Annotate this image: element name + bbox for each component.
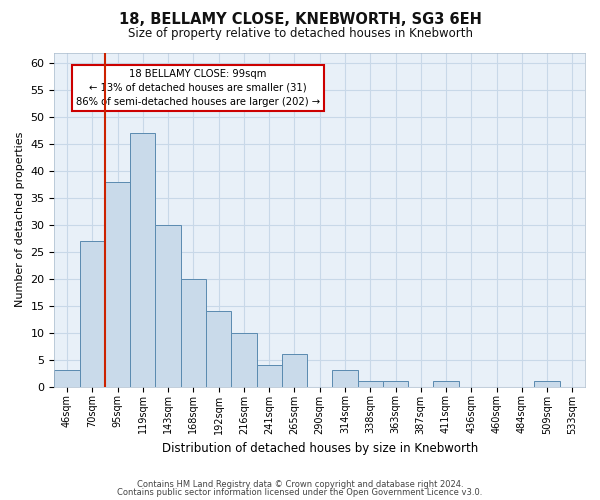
- Bar: [282, 354, 307, 386]
- X-axis label: Distribution of detached houses by size in Knebworth: Distribution of detached houses by size …: [161, 442, 478, 455]
- Bar: [433, 382, 458, 386]
- Text: 18 BELLAMY CLOSE: 99sqm
← 13% of detached houses are smaller (31)
86% of semi-de: 18 BELLAMY CLOSE: 99sqm ← 13% of detache…: [76, 68, 320, 106]
- Text: Contains public sector information licensed under the Open Government Licence v3: Contains public sector information licen…: [118, 488, 482, 497]
- Bar: [257, 365, 282, 386]
- Text: Size of property relative to detached houses in Knebworth: Size of property relative to detached ho…: [128, 28, 473, 40]
- Y-axis label: Number of detached properties: Number of detached properties: [15, 132, 25, 308]
- Bar: [358, 382, 383, 386]
- Bar: [383, 382, 408, 386]
- Bar: [80, 241, 105, 386]
- Text: 18, BELLAMY CLOSE, KNEBWORTH, SG3 6EH: 18, BELLAMY CLOSE, KNEBWORTH, SG3 6EH: [119, 12, 481, 28]
- Bar: [155, 225, 181, 386]
- Bar: [535, 382, 560, 386]
- Bar: [55, 370, 80, 386]
- Bar: [332, 370, 358, 386]
- Bar: [206, 311, 231, 386]
- Bar: [130, 134, 155, 386]
- Text: Contains HM Land Registry data © Crown copyright and database right 2024.: Contains HM Land Registry data © Crown c…: [137, 480, 463, 489]
- Bar: [231, 333, 257, 386]
- Bar: [181, 279, 206, 386]
- Bar: [105, 182, 130, 386]
